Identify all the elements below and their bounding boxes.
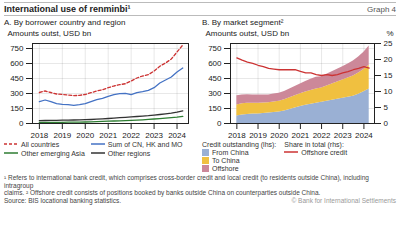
svg-text:150: 150 bbox=[208, 104, 222, 113]
html-text:A. By borrower country and reg: A. By borrower country and region bbox=[4, 18, 126, 27]
svg-text:2023: 2023 bbox=[145, 131, 163, 139]
svg-text:10: 10 bbox=[384, 87, 393, 96]
svg-text:2018: 2018 bbox=[30, 131, 48, 139]
svg-text:600: 600 bbox=[10, 59, 24, 68]
html-text:© Bank for International Settl: © Bank for International Settlements bbox=[291, 196, 396, 204]
html-text:Other regions: Other regions bbox=[107, 149, 151, 157]
html-text:All countries: All countries bbox=[21, 140, 60, 148]
svg-text:0: 0 bbox=[19, 119, 24, 128]
svg-text:750: 750 bbox=[208, 44, 222, 53]
svg-text:%: % bbox=[386, 29, 393, 38]
svg-text:2022: 2022 bbox=[313, 131, 331, 139]
html-text:Share in total (rhs):: Share in total (rhs): bbox=[284, 140, 344, 148]
svg-text:150: 150 bbox=[10, 104, 24, 113]
svg-text:450: 450 bbox=[208, 74, 222, 83]
html-text:B. By market segment²: B. By market segment² bbox=[202, 18, 284, 27]
html-text:¹ Refers to international bank: ¹ Refers to international bank credit, w… bbox=[4, 174, 369, 189]
html-text:Offshore: Offshore bbox=[212, 164, 239, 172]
svg-text:2020: 2020 bbox=[76, 131, 94, 139]
svg-text:600: 600 bbox=[208, 59, 222, 68]
html-text:Sum of CN, HK and MO: Sum of CN, HK and MO bbox=[107, 140, 183, 148]
svg-text:2024: 2024 bbox=[355, 131, 373, 139]
svg-text:0: 0 bbox=[217, 119, 222, 128]
svg-text:300: 300 bbox=[10, 89, 24, 98]
svg-text:20: 20 bbox=[384, 55, 393, 64]
svg-text:2024: 2024 bbox=[168, 131, 186, 139]
svg-text:2018: 2018 bbox=[228, 131, 246, 139]
html-text:International use of renminbi¹: International use of renminbi¹ bbox=[4, 4, 131, 14]
svg-text:Amounts outst, USD bn: Amounts outst, USD bn bbox=[8, 29, 92, 38]
svg-text:5: 5 bbox=[384, 103, 389, 112]
html-text:Credit outstanding (lhs):: Credit outstanding (lhs): bbox=[202, 140, 277, 148]
svg-text:2020: 2020 bbox=[270, 131, 288, 139]
svg-text:450: 450 bbox=[10, 74, 24, 83]
svg-text:300: 300 bbox=[208, 89, 222, 98]
html-text:To China: To China bbox=[212, 156, 240, 164]
html-text:Graph 4: Graph 4 bbox=[367, 5, 396, 14]
svg-text:15: 15 bbox=[384, 71, 393, 80]
html-text:Other emerging Asia: Other emerging Asia bbox=[21, 149, 85, 157]
svg-text:25: 25 bbox=[384, 39, 393, 48]
html-text:Source: BIS locational banking: Source: BIS locational banking statistic… bbox=[4, 196, 122, 204]
svg-text:2021: 2021 bbox=[99, 131, 117, 139]
svg-text:2019: 2019 bbox=[249, 131, 267, 139]
svg-text:2021: 2021 bbox=[291, 131, 309, 139]
svg-text:Amounts outst, USD bn: Amounts outst, USD bn bbox=[206, 29, 290, 38]
svg-text:2019: 2019 bbox=[53, 131, 71, 139]
html-text:From China: From China bbox=[212, 148, 249, 156]
html-text:claims. ² Offshore credit cons: claims. ² Offshore credit consists of po… bbox=[4, 189, 321, 196]
svg-text:750: 750 bbox=[10, 44, 24, 53]
html-text:Offshore credit: Offshore credit bbox=[301, 148, 348, 156]
svg-text:2023: 2023 bbox=[334, 131, 352, 139]
svg-text:0: 0 bbox=[384, 119, 389, 128]
svg-text:2022: 2022 bbox=[122, 131, 140, 139]
